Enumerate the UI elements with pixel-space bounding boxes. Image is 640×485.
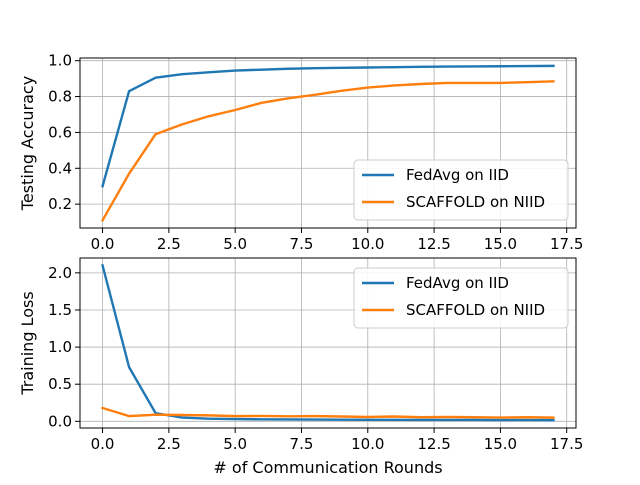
x-tick-label: 7.5	[290, 435, 314, 453]
legend-box	[353, 159, 569, 221]
x-tick-label: 0.0	[91, 435, 115, 453]
plot-frame	[79, 57, 577, 229]
x-tick-label: 15.0	[484, 235, 517, 253]
x-tick-label: 2.5	[157, 235, 181, 253]
y-tick-label: 0.0	[48, 412, 72, 430]
series-line-scaffold	[101, 406, 555, 419]
series-line-fedavg	[101, 263, 555, 422]
y-tick-label: 0.8	[48, 88, 72, 106]
legend: FedAvg on IID SCAFFOLD on NIID	[353, 267, 569, 329]
x-tick-label: 10.0	[351, 435, 384, 453]
legend-label: FedAvg on IID	[406, 274, 509, 292]
y-axis-label: Testing Accuracy	[18, 76, 37, 211]
y-tick-label: 1.0	[48, 338, 72, 356]
plot-frame	[79, 257, 577, 429]
y-tick-label: 1.0	[48, 52, 72, 70]
chart-2: 0.0 2.5 5.0 7.5 10.0 12.5 15.0 17.5 0.0 0.5 1.0 1.5…	[18, 257, 583, 477]
x-tick-label: 2.5	[157, 435, 181, 453]
y-tick-label: 0.4	[48, 159, 72, 177]
legend-label: SCAFFOLD on NIID	[406, 193, 545, 211]
x-tick-label: 10.0	[351, 235, 384, 253]
legend: FedAvg on IID SCAFFOLD on NIID	[353, 159, 569, 221]
x-tick-label: 12.5	[417, 235, 450, 253]
x-tick-label: 7.5	[290, 235, 314, 253]
x-axis-label: # of Communication Rounds	[213, 458, 442, 477]
y-tick-label: 0.6	[48, 123, 72, 141]
x-tick-label: 17.5	[550, 235, 583, 253]
legend-label: SCAFFOLD on NIID	[406, 301, 545, 319]
x-tick-label: 5.0	[223, 435, 247, 453]
legend-label: FedAvg on IID	[406, 166, 509, 184]
series-line-fedavg	[101, 64, 555, 188]
x-tick-label: 17.5	[550, 435, 583, 453]
y-axis-label: Training Loss	[18, 291, 37, 395]
chart-1: 0.0 2.5 5.0 7.5 10.0 12.5 15.0 17.5 0.2 0.4 0.6 0.8…	[18, 52, 583, 253]
series-line-scaffold	[100, 80, 555, 222]
y-tick-label: 0.5	[48, 375, 72, 393]
y-tick-label: 1.5	[48, 301, 72, 319]
y-tick-label: 2.0	[48, 264, 72, 282]
x-tick-label: 0.0	[91, 235, 115, 253]
x-tick-label: 15.0	[484, 435, 517, 453]
x-tick-label: 5.0	[223, 235, 247, 253]
x-tick-label: 12.5	[417, 435, 450, 453]
y-tick-label: 0.2	[48, 195, 72, 213]
legend-box	[353, 267, 569, 329]
